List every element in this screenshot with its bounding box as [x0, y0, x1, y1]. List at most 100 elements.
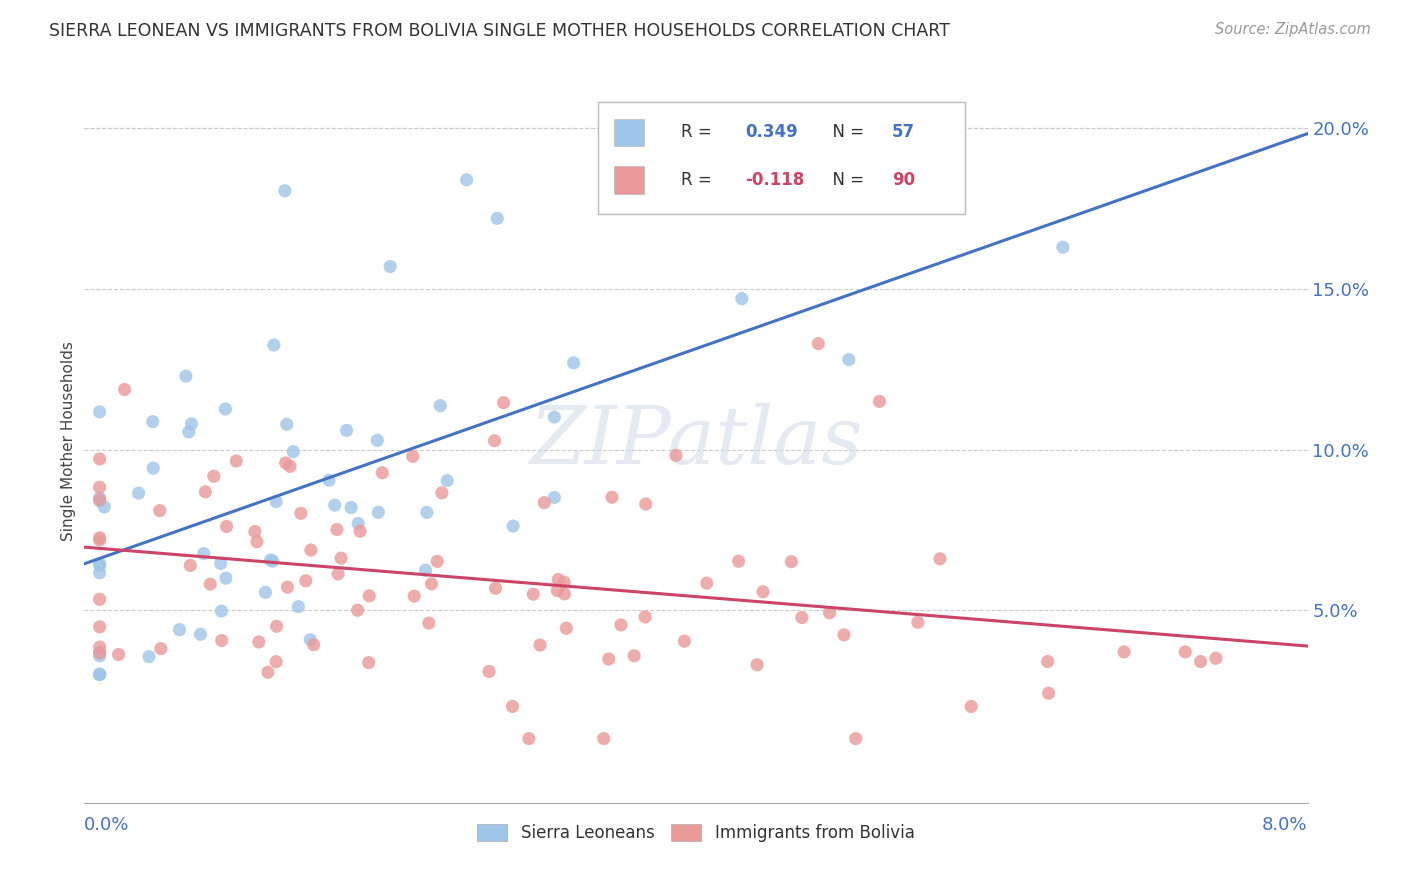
- Point: [89, 592, 111, 607]
- Point: [752, 584, 775, 599]
- Point: [553, 587, 575, 601]
- Point: [202, 469, 225, 483]
- Point: [634, 610, 657, 624]
- Point: [276, 580, 298, 594]
- Point: [169, 623, 191, 637]
- Point: [429, 399, 451, 413]
- Point: [1038, 686, 1060, 700]
- Point: [254, 585, 277, 599]
- Point: [347, 516, 370, 531]
- Point: [299, 543, 322, 558]
- Point: [264, 494, 287, 508]
- Point: [266, 619, 288, 633]
- Point: [142, 415, 165, 429]
- Point: [142, 461, 165, 475]
- Point: [547, 573, 569, 587]
- Text: 0.349: 0.349: [745, 123, 797, 141]
- Point: [696, 576, 718, 591]
- Point: [89, 493, 111, 508]
- Point: [1052, 240, 1074, 254]
- Point: [89, 648, 111, 663]
- Point: [89, 452, 111, 467]
- Point: [533, 496, 555, 510]
- Text: -0.118: -0.118: [745, 171, 804, 189]
- Point: [366, 434, 388, 448]
- Point: [278, 459, 301, 474]
- Point: [336, 424, 359, 438]
- Text: N =: N =: [823, 123, 869, 141]
- Point: [416, 505, 439, 519]
- Point: [727, 554, 749, 568]
- Point: [89, 491, 111, 505]
- Point: [149, 641, 172, 656]
- Point: [246, 534, 269, 549]
- Point: [215, 571, 238, 585]
- Point: [869, 394, 891, 409]
- Point: [287, 599, 309, 614]
- Point: [415, 563, 437, 577]
- Point: [209, 557, 232, 571]
- Point: [89, 480, 111, 494]
- Point: [1114, 645, 1136, 659]
- Point: [623, 648, 645, 663]
- Point: [89, 667, 111, 681]
- Point: [960, 699, 983, 714]
- Point: [555, 621, 578, 635]
- Point: [200, 577, 222, 591]
- Point: [243, 524, 266, 539]
- Point: [295, 574, 318, 588]
- FancyBboxPatch shape: [598, 102, 965, 214]
- Point: [330, 551, 353, 566]
- Point: [257, 665, 280, 680]
- Point: [247, 635, 270, 649]
- Point: [907, 615, 929, 630]
- Point: [89, 667, 111, 681]
- Point: [89, 557, 111, 571]
- Point: [1174, 645, 1197, 659]
- Point: [349, 524, 371, 539]
- Point: [367, 505, 389, 519]
- Point: [89, 533, 111, 547]
- Point: [665, 449, 688, 463]
- Point: [1189, 655, 1212, 669]
- Point: [190, 627, 212, 641]
- Point: [89, 640, 111, 654]
- Point: [673, 634, 696, 648]
- Point: [845, 731, 868, 746]
- Point: [562, 356, 585, 370]
- Text: 0.0%: 0.0%: [84, 816, 129, 834]
- Point: [259, 553, 281, 567]
- Point: [634, 497, 657, 511]
- Point: [149, 503, 172, 517]
- Point: [529, 638, 551, 652]
- Point: [598, 652, 620, 666]
- Text: ZIPatlas: ZIPatlas: [529, 403, 863, 480]
- Point: [340, 500, 363, 515]
- Point: [89, 566, 111, 580]
- Point: [180, 417, 202, 431]
- Text: R =: R =: [682, 123, 717, 141]
- Point: [318, 473, 340, 487]
- Point: [478, 665, 501, 679]
- Point: [359, 589, 381, 603]
- Point: [502, 699, 524, 714]
- Point: [600, 490, 623, 504]
- Point: [517, 731, 540, 746]
- Point: [128, 486, 150, 500]
- Point: [299, 632, 322, 647]
- Point: [404, 589, 426, 603]
- Point: [274, 184, 297, 198]
- Point: [326, 566, 349, 581]
- Point: [89, 646, 111, 660]
- Point: [1036, 655, 1059, 669]
- Point: [929, 551, 952, 566]
- Point: [1205, 651, 1227, 665]
- Point: [274, 456, 297, 470]
- Text: SIERRA LEONEAN VS IMMIGRANTS FROM BOLIVIA SINGLE MOTHER HOUSEHOLDS CORRELATION C: SIERRA LEONEAN VS IMMIGRANTS FROM BOLIVI…: [49, 22, 950, 40]
- Point: [502, 519, 524, 533]
- Y-axis label: Single Mother Households: Single Mother Households: [60, 342, 76, 541]
- FancyBboxPatch shape: [614, 166, 644, 194]
- Text: Source: ZipAtlas.com: Source: ZipAtlas.com: [1215, 22, 1371, 37]
- Point: [546, 583, 568, 598]
- Point: [346, 603, 368, 617]
